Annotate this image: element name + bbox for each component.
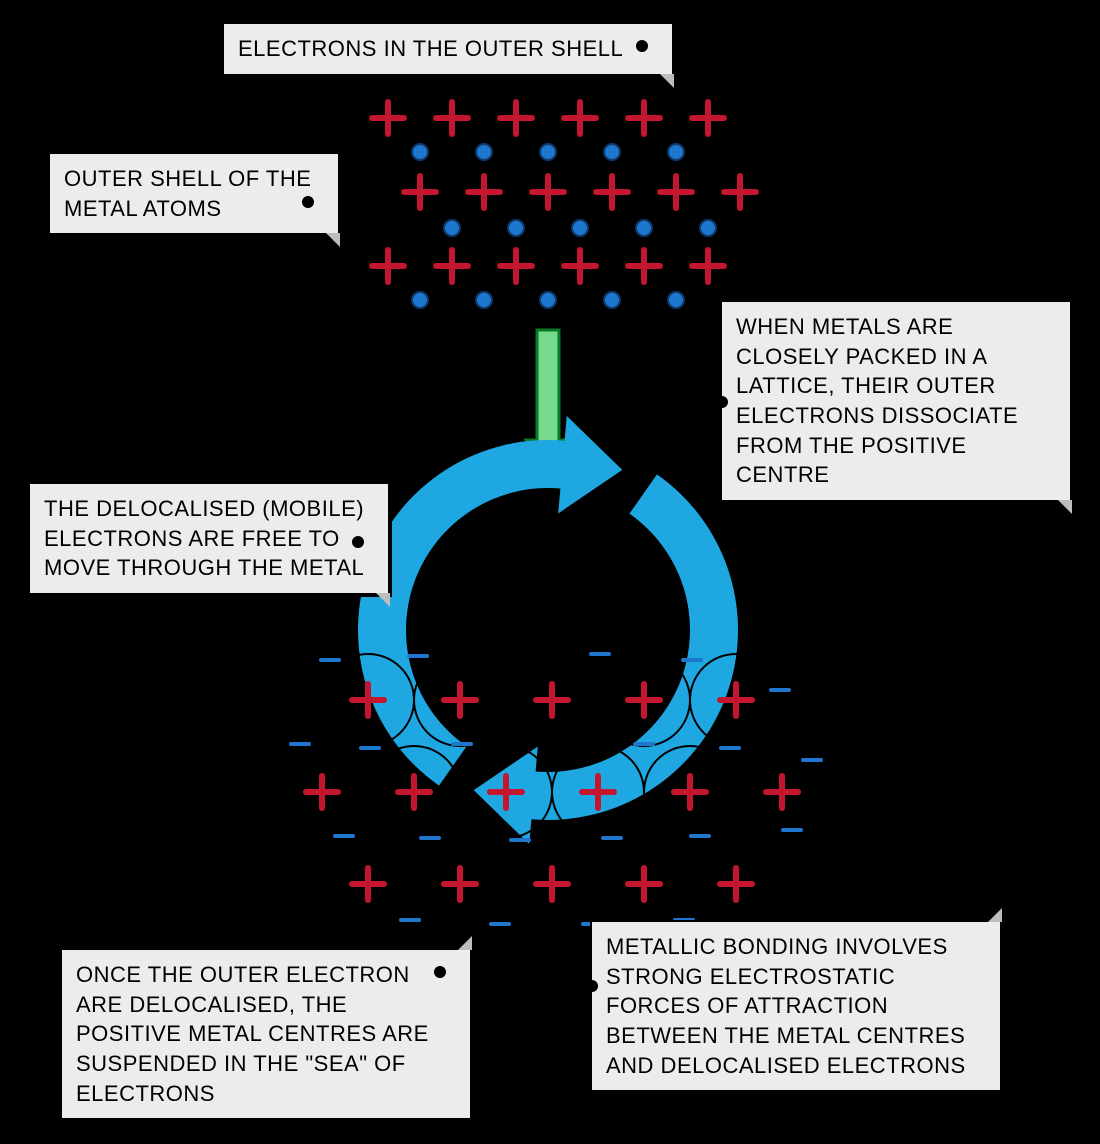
positive-ion-icon	[766, 776, 798, 808]
electron-dot-icon	[636, 220, 652, 236]
positive-ion-icon	[720, 868, 752, 900]
positive-ion-icon	[628, 868, 660, 900]
positive-ion-icon	[468, 176, 500, 208]
positive-ion-icon	[596, 176, 628, 208]
positive-ion-icon	[532, 176, 564, 208]
leader-end-dot	[490, 880, 498, 888]
electron-dot-icon	[476, 144, 492, 160]
label-metallic-bonding: METALLIC BONDING INVOLVES STRONG ELECTRO…	[590, 920, 1002, 1092]
electron-dot-icon	[412, 292, 428, 308]
leader-dot	[636, 40, 648, 52]
label-text: METALLIC BONDING INVOLVES STRONG ELECTRO…	[606, 934, 966, 1078]
positive-ion-icon	[536, 684, 568, 716]
electron-dot-icon	[540, 292, 556, 308]
electron-dot-icon	[604, 292, 620, 308]
positive-ion-icon	[564, 250, 596, 282]
positive-ion-icon	[692, 250, 724, 282]
positive-ion-icon	[306, 776, 338, 808]
electron-dot-icon	[540, 144, 556, 160]
positive-ion-icon	[372, 102, 404, 134]
electron-dot-icon	[668, 292, 684, 308]
electron-dot-icon	[444, 220, 460, 236]
positive-ion-icon	[444, 868, 476, 900]
label-outer-shell-metal-atoms: OUTER SHELL OF THE METAL ATOMS	[48, 152, 340, 235]
electron-dot-icon	[700, 220, 716, 236]
positive-ion-icon	[500, 102, 532, 134]
positive-ion-icon	[674, 776, 706, 808]
positive-ion-icon	[436, 250, 468, 282]
positive-ion-icon	[628, 102, 660, 134]
positive-ion-icon	[372, 250, 404, 282]
positive-ion-icon	[724, 176, 756, 208]
positive-ion-icon	[352, 868, 384, 900]
label-sea-of-electrons: ONCE THE OUTER ELECTRON ARE DELOCALISED,…	[60, 948, 472, 1120]
label-text: ONCE THE OUTER ELECTRON ARE DELOCALISED,…	[76, 962, 429, 1106]
leader-dot	[716, 396, 728, 408]
leader-end-dot	[440, 598, 448, 606]
positive-ion-icon	[500, 250, 532, 282]
electron-dot-icon	[572, 220, 588, 236]
label-delocalised-mobile: THE DELOCALISED (MOBILE) ELECTRONS ARE F…	[28, 482, 390, 595]
label-text: WHEN METALS ARE CLOSELY PACKED IN A LATT…	[736, 314, 1018, 487]
leader-end-dot	[394, 178, 402, 186]
electron-dot-icon	[604, 144, 620, 160]
electron-dot-icon	[412, 144, 428, 160]
label-electrons-outer-shell: ELECTRONS IN THE OUTER SHELL	[222, 22, 674, 76]
positive-ion-icon	[398, 776, 430, 808]
leader-dot	[302, 196, 314, 208]
electron-dot-icon	[508, 220, 524, 236]
positive-ion-icon	[444, 684, 476, 716]
label-text: OUTER SHELL OF THE METAL ATOMS	[64, 166, 311, 221]
label-lattice-dissociate: WHEN METALS ARE CLOSELY PACKED IN A LATT…	[720, 300, 1072, 502]
leader-dot	[434, 966, 446, 978]
label-text: THE DELOCALISED (MOBILE) ELECTRONS ARE F…	[44, 496, 364, 580]
positive-ion-icon	[564, 102, 596, 134]
positive-ion-icon	[628, 250, 660, 282]
electron-dot-icon	[476, 292, 492, 308]
leader-line	[560, 884, 592, 984]
cycle-arrow-icon	[358, 416, 622, 786]
positive-ion-icon	[404, 176, 436, 208]
leader-dot	[586, 980, 598, 992]
positive-ion-icon	[628, 684, 660, 716]
leader-dot	[352, 536, 364, 548]
positive-ion-icon	[660, 176, 692, 208]
positive-ion-icon	[436, 102, 468, 134]
electron-dot-icon	[668, 144, 684, 160]
label-text: ELECTRONS IN THE OUTER SHELL	[238, 36, 623, 61]
positive-ion-icon	[692, 102, 724, 134]
